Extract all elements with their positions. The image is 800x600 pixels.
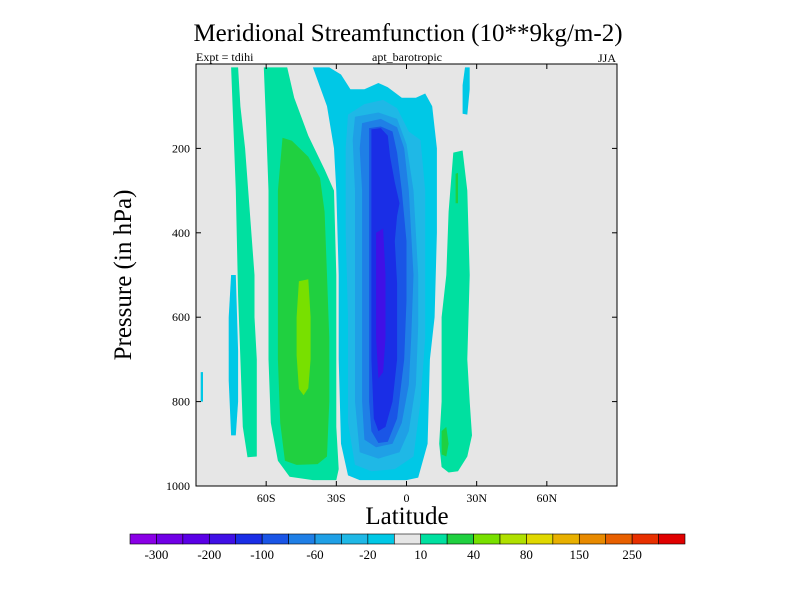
colorbar-label-1: -200 [197, 547, 221, 562]
x-tick-label-1: 30S [327, 491, 346, 505]
colorbar-swatch-11 [420, 533, 448, 545]
contour-regions [200, 67, 472, 481]
subtitle-center: apt_barotropic [372, 50, 442, 64]
x-tick-label-2: 0 [404, 491, 410, 505]
x-axis-ticks: 60S 30S 0 30N 60N [257, 64, 557, 505]
x-tick-label-3: 30N [466, 491, 487, 505]
colorbar-label-8: 150 [570, 547, 590, 562]
x-tick-label-0: 60S [257, 491, 276, 505]
colorbar-label-9: 250 [622, 547, 642, 562]
colorbar-swatch-6 [288, 533, 316, 545]
contour-region-6 [200, 372, 203, 402]
colorbar-swatch-8 [341, 533, 369, 545]
colorbar-swatch-10 [393, 533, 422, 545]
colorbar-swatch-16 [552, 533, 580, 545]
y-tick-label-2: 600 [172, 310, 190, 324]
colorbar: -300 -200 -100 -60 -20 10 40 80 150 250 [129, 533, 686, 562]
contour-region-5 [228, 275, 239, 436]
colorbar-swatch-5 [261, 533, 289, 545]
x-axis-label: Latitude [365, 503, 448, 530]
colorbar-label-0: -300 [145, 547, 169, 562]
colorbar-swatch-7 [314, 533, 342, 545]
colorbar-swatch-1 [156, 533, 184, 545]
y-tick-label-4: 1000 [166, 479, 190, 493]
colorbar-swatch-3 [208, 533, 237, 545]
contour-region-0 [231, 67, 257, 458]
subtitle-left: Expt = tdihi [196, 50, 254, 64]
subtitle-right: JJA [598, 51, 616, 65]
contour-region-14 [439, 150, 472, 473]
colorbar-swatch-4 [235, 533, 263, 545]
colorbar-swatch-17 [578, 533, 607, 545]
colorbar-swatch-2 [182, 533, 210, 545]
contour-region-13 [376, 228, 386, 379]
chart-title: Meridional Streamfunction (10**9kg/m-2) [193, 20, 622, 47]
colorbar-label-5: 10 [414, 547, 427, 562]
colorbar-swatch-0 [129, 533, 157, 545]
contour-region-3 [296, 279, 311, 396]
colorbar-swatch-13 [473, 533, 501, 545]
colorbar-swatch-14 [499, 533, 527, 545]
y-tick-label-3: 800 [172, 395, 190, 409]
colorbar-label-6: 40 [467, 547, 480, 562]
contour-region-15 [455, 172, 458, 204]
colorbar-label-2: -100 [250, 547, 274, 562]
colorbar-swatch-19 [631, 533, 659, 545]
y-axis-ticks: 200 400 600 800 1000 [166, 141, 617, 493]
x-tick-label-4: 60N [536, 491, 557, 505]
contour-region-16 [441, 426, 449, 457]
colorbar-swatch-15 [526, 533, 554, 545]
colorbar-label-3: -60 [306, 547, 323, 562]
colorbar-label-4: -20 [359, 547, 376, 562]
y-axis-label: Pressure (in hPa) [110, 190, 137, 361]
colorbar-swatch-12 [446, 533, 474, 545]
contour-region-7 [462, 67, 470, 115]
y-tick-label-0: 200 [172, 141, 190, 155]
colorbar-swatch-9 [367, 533, 395, 545]
y-tick-label-1: 400 [172, 226, 190, 240]
colorbar-swatch-20 [658, 533, 686, 545]
colorbar-swatch-18 [605, 533, 633, 545]
colorbar-label-7: 80 [520, 547, 533, 562]
